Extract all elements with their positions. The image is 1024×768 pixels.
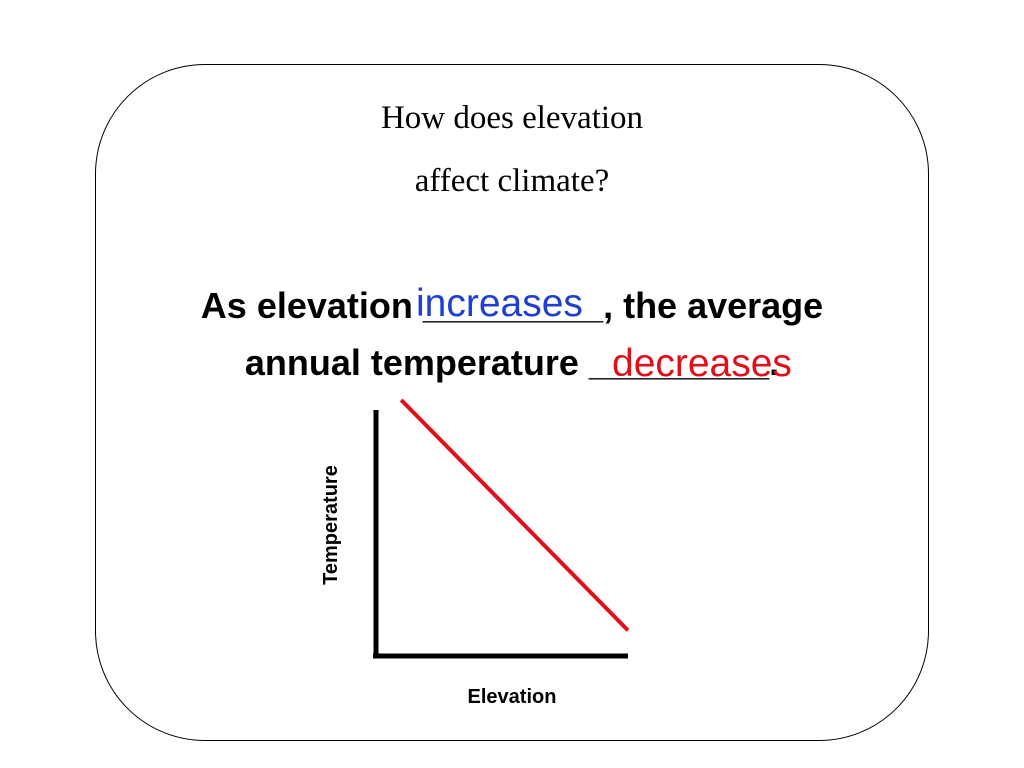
y-axis-label: Temperature bbox=[320, 465, 342, 585]
slide-frame bbox=[95, 64, 929, 741]
series-line-0 bbox=[399, 398, 630, 632]
title-line-2: affect climate? bbox=[414, 163, 610, 199]
x-axis-label: Elevation bbox=[468, 686, 557, 708]
answer-increases: increases bbox=[416, 282, 583, 325]
series-layer bbox=[399, 398, 630, 632]
answer-decreases: decreases bbox=[612, 342, 792, 385]
statement-line-2: annual temperature _________. bbox=[244, 342, 780, 383]
statement-line-1: As elevation _________, the average bbox=[200, 285, 824, 326]
title-line-1: How does elevation bbox=[380, 100, 644, 136]
